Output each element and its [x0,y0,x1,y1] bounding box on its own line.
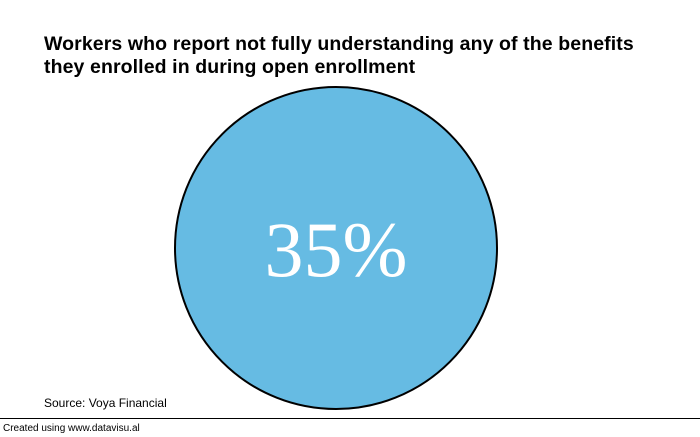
source-note: Source: Voya Financial [44,396,167,410]
chart-title: Workers who report not fully understandi… [44,33,634,78]
value-circle [174,86,498,410]
value-label: 35% [265,206,408,293]
footer-divider [0,418,700,419]
credit-note: Created using www.datavisu.al [3,423,140,434]
